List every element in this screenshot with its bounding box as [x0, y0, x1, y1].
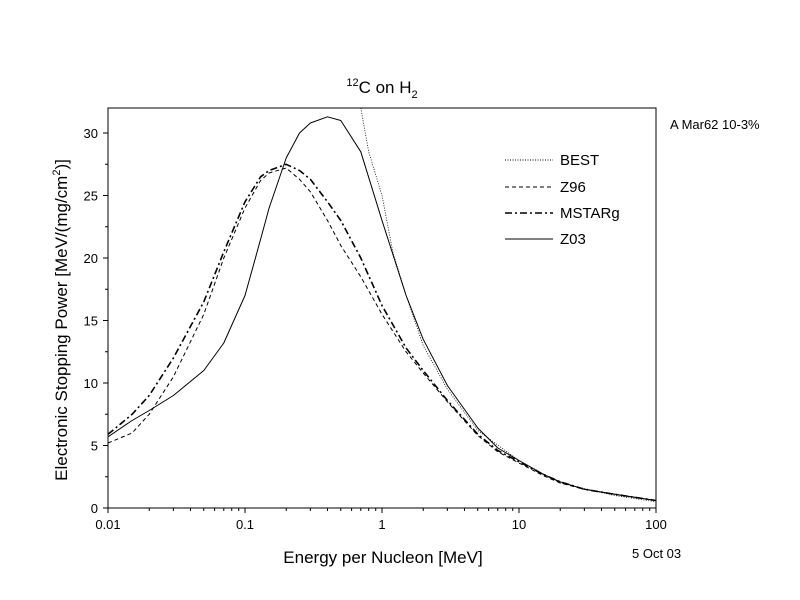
series-line-z03: [108, 116, 656, 501]
x-tick-label: 10: [512, 517, 526, 532]
y-tick-label: 5: [91, 439, 98, 454]
x-tick-label: 0.1: [236, 517, 254, 532]
legend-label-z96: Z96: [560, 179, 586, 196]
legend-label-z03: Z03: [560, 231, 586, 248]
y-tick-label: 15: [84, 314, 98, 329]
chart-title: 12C on H2: [346, 77, 417, 101]
y-tick-label: 0: [91, 501, 98, 516]
x-tick-label: 1: [378, 517, 385, 532]
series-line-z96: [108, 167, 656, 501]
legend-label-mstarg: MSTARg: [560, 205, 620, 222]
legend: BEST Z96 MSTARg Z03: [505, 152, 620, 248]
y-tick-label: 25: [84, 189, 98, 204]
series-line-best: [360, 108, 656, 503]
y-tick-label: 10: [84, 376, 98, 391]
y-tick-label: 30: [84, 126, 98, 141]
series-lines: [108, 108, 656, 503]
axis-ticks: 0.01 0.1 1 10 100 0 5 10 15 20 25 30: [84, 126, 667, 532]
date-annotation: 5 Oct 03: [632, 546, 681, 561]
legend-label-best: BEST: [560, 152, 599, 169]
dataset-annotation: A Mar62 10-3%: [670, 117, 760, 132]
y-axis-label: Electronic Stopping Power [MeV/(mg/cm2)]: [51, 159, 71, 481]
y-tick-label: 20: [84, 251, 98, 266]
x-tick-label: 100: [645, 517, 667, 532]
x-tick-label: 0.01: [95, 517, 120, 532]
x-axis-label: Energy per Nucleon [MeV]: [283, 548, 482, 567]
